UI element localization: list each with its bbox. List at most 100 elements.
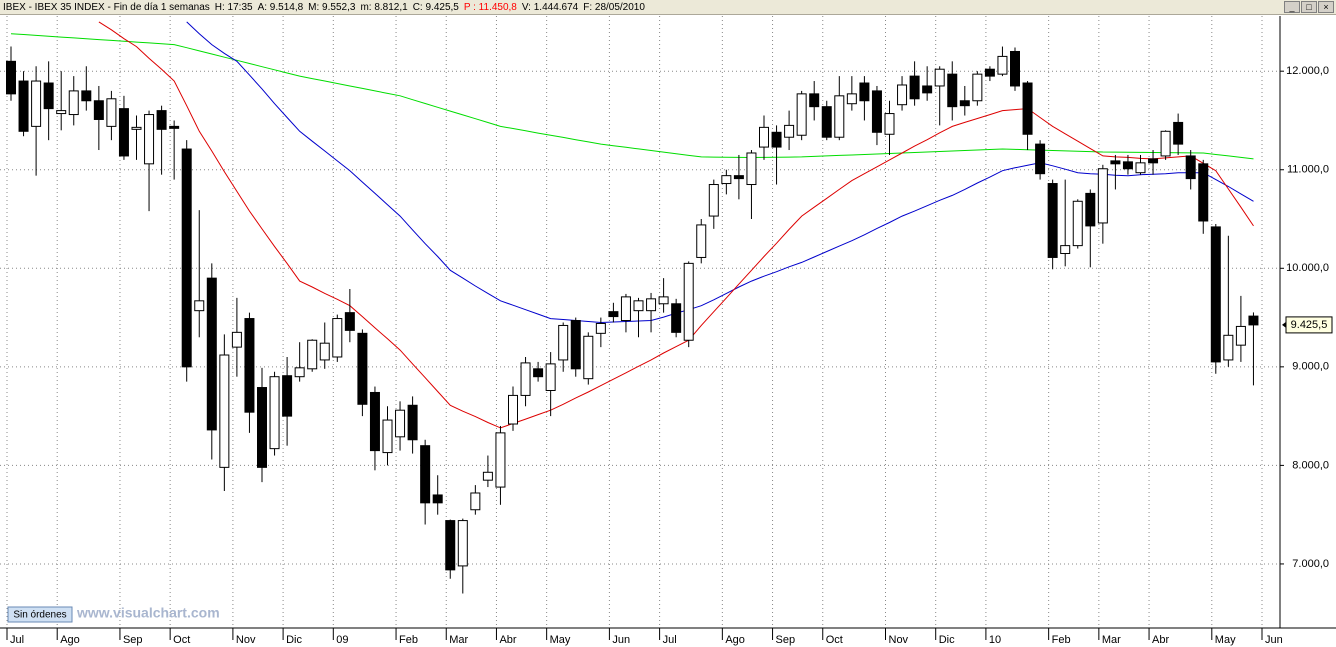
close-button[interactable]: × — [1318, 1, 1334, 13]
candle-body — [1198, 163, 1209, 222]
x-tick-label: Ago — [60, 634, 80, 646]
candle-body — [759, 126, 769, 148]
candle-body — [959, 100, 970, 107]
candle-body — [1122, 161, 1133, 170]
candle-body — [81, 90, 92, 102]
window-buttons: _ □ × — [1284, 1, 1334, 13]
candle-body — [407, 404, 418, 441]
candle-body — [1235, 325, 1246, 346]
candle-body — [93, 100, 104, 120]
price-tag — [1285, 316, 1333, 334]
candle-body — [909, 75, 920, 100]
x-tick-label: May — [550, 634, 571, 646]
candle-body — [1110, 160, 1121, 165]
candle-body — [583, 335, 594, 380]
candle-body — [771, 131, 782, 148]
x-tick-label: Sep — [776, 634, 796, 646]
candle-body — [733, 175, 744, 180]
x-tick-label: 09 — [336, 634, 348, 646]
candle-body — [570, 320, 581, 370]
candle-body — [947, 73, 958, 108]
candle-body — [56, 110, 67, 115]
candle-body — [395, 409, 406, 438]
x-tick-label: Nov — [889, 634, 909, 646]
header-field: IBEX - IBEX 35 INDEX - Fin de día 1 sema… — [3, 2, 210, 13]
candle-body — [1160, 130, 1171, 157]
candle-body — [897, 84, 908, 106]
candle-body — [922, 85, 933, 94]
candle-body — [934, 68, 945, 87]
x-tick-label: Jul — [10, 634, 24, 646]
candle-body — [282, 375, 293, 417]
x-tick-label: Feb — [399, 634, 418, 646]
x-tick-label: Oct — [826, 634, 843, 646]
candle-body — [482, 471, 493, 481]
candle-body — [294, 367, 305, 378]
candle-body — [658, 296, 669, 305]
plot-area — [6, 21, 1259, 594]
candle-body — [1085, 192, 1096, 227]
candle-body — [558, 324, 569, 361]
candle-body — [118, 108, 129, 157]
candle-body — [1173, 121, 1184, 145]
candle-body — [520, 362, 531, 396]
candle-body — [181, 148, 192, 368]
header-field: P : 11.450,8 — [463, 2, 517, 13]
candle-body — [457, 520, 468, 567]
candle-body — [31, 80, 42, 127]
candle-body — [231, 331, 242, 348]
x-tick-label: Ago — [725, 634, 745, 646]
candle-body — [344, 312, 355, 331]
candle-body — [169, 125, 180, 129]
candle-body — [18, 80, 29, 132]
candle-body — [809, 93, 820, 108]
candle-body — [369, 391, 380, 452]
candle-body — [1248, 315, 1259, 326]
orders-button-label[interactable]: Sin órdenes — [13, 610, 66, 621]
moving-average-line — [186, 21, 1254, 324]
candle-body — [696, 224, 707, 258]
grid — [0, 16, 1280, 628]
x-tick-label: Oct — [173, 634, 190, 646]
candle-body — [1223, 334, 1234, 361]
candle-body — [545, 363, 556, 391]
x-tick-label: Dic — [939, 634, 955, 646]
candle-body — [445, 520, 456, 571]
candle-body — [1022, 82, 1033, 135]
candle-body — [319, 342, 330, 361]
candle-body — [432, 494, 443, 504]
candle-body — [244, 318, 255, 413]
candle-body — [746, 152, 757, 186]
candle-body — [608, 311, 619, 318]
orders-button[interactable] — [7, 606, 73, 623]
candle-body — [997, 55, 1008, 75]
candle-body — [821, 106, 832, 138]
candle-body — [620, 296, 631, 322]
x-tick-label: Mar — [449, 634, 468, 646]
candle-body — [721, 175, 732, 185]
x-tick-label: 10 — [989, 634, 1001, 646]
moving-average-line — [98, 21, 1254, 429]
candle-body — [984, 68, 995, 77]
candle-body — [884, 113, 895, 135]
candle-body — [859, 82, 870, 102]
header-field: m: 8.812,1 — [360, 2, 408, 13]
candle-body — [43, 82, 54, 110]
candle-body — [219, 354, 230, 468]
candle-body — [470, 492, 481, 511]
candle-body — [1035, 143, 1046, 175]
candle-body — [68, 90, 79, 116]
candle-body — [708, 184, 719, 217]
y-tick-label: 12.000,0 — [1286, 65, 1329, 77]
x-tick-label: Nov — [236, 634, 256, 646]
y-tick-label: 9.000,0 — [1292, 361, 1329, 373]
price-tag-label: 9.425,5 — [1291, 319, 1328, 331]
candle-body — [269, 376, 280, 450]
watermark: www.visualchart.com — [76, 605, 220, 621]
candle-body — [156, 110, 167, 130]
minimize-button[interactable]: _ — [1284, 1, 1300, 13]
candle-body — [332, 318, 343, 358]
candle-body — [357, 332, 368, 405]
x-tick-label: Jul — [663, 634, 677, 646]
maximize-button[interactable]: □ — [1301, 1, 1317, 13]
